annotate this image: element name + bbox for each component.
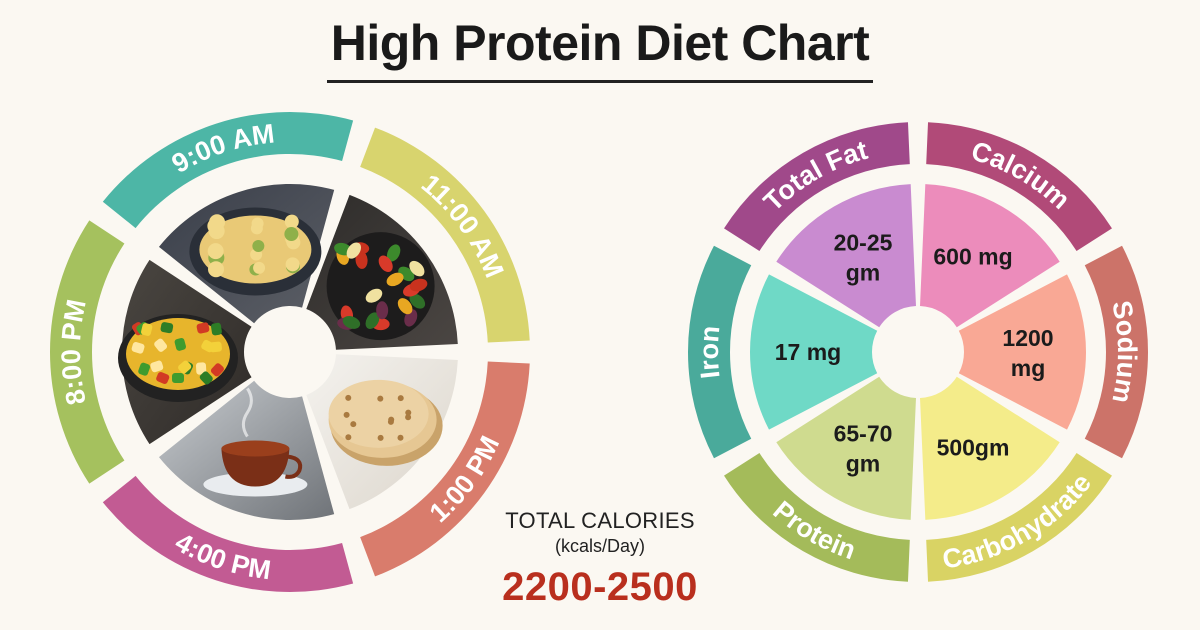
grilled-vegetables-photo (306, 194, 458, 350)
scrambled-eggs-photo (158, 183, 335, 324)
meal-wheel-hub (246, 308, 334, 396)
nutrient-value-wedge-protein (776, 376, 916, 520)
nutrient-value-wedge-sodium (958, 274, 1087, 430)
nutrient-value: 17 mg (775, 339, 841, 365)
tea-cup-photo (158, 380, 335, 520)
nutrient-band-carbohydrate (926, 453, 1112, 582)
nutrient-value-wedge-total-fat (776, 184, 916, 328)
vegetable-curry-photo (118, 259, 252, 445)
page-title: High Protein Diet Chart (326, 14, 874, 83)
title-wrap: High Protein Diet Chart (0, 14, 1200, 83)
nutrient-value-wedge-iron (750, 274, 878, 430)
nutrient-value-wedge-carbohydrate (920, 376, 1060, 520)
nutrient-band-calcium (926, 122, 1112, 251)
meal-time-band-1-00-pm (360, 361, 530, 577)
nutrient-value-wedge-calcium (920, 184, 1060, 328)
nutrient-value: 500gm (937, 434, 1010, 460)
meal-time-label: 8:00 PM (56, 297, 92, 408)
total-calories-panel: TOTAL CALORIES (kcals/Day) 2200-2500 (470, 508, 730, 610)
calories-unit-label: (kcals/Day) (554, 536, 645, 556)
meal-time-band-9-00-am (102, 111, 354, 229)
nutrient-band-total-fat (724, 122, 910, 251)
nutrient-band-protein (724, 453, 910, 582)
meal-time-band-4-00-pm (102, 475, 354, 592)
nutrient-value: 1200 mg (1002, 325, 1053, 381)
nutrient-wheel-hub (874, 308, 962, 396)
total-calories-value: 2200-2500 (502, 565, 698, 609)
nutrient-value: 20-25 gm (834, 230, 893, 286)
total-calories-label: TOTAL CALORIES (505, 508, 695, 533)
chapati-photo (306, 354, 458, 510)
nutrient-band-sodium (1084, 245, 1148, 459)
meal-time-band-8-00-pm (49, 220, 125, 484)
nutrient-value: 600 mg (933, 244, 1012, 270)
nutrient-value: 65-70 gm (834, 420, 893, 476)
meal-time-band-11-00-am (360, 127, 530, 343)
nutrient-band-iron (687, 245, 752, 459)
nutrient-name-label: Sodium (1106, 298, 1142, 406)
